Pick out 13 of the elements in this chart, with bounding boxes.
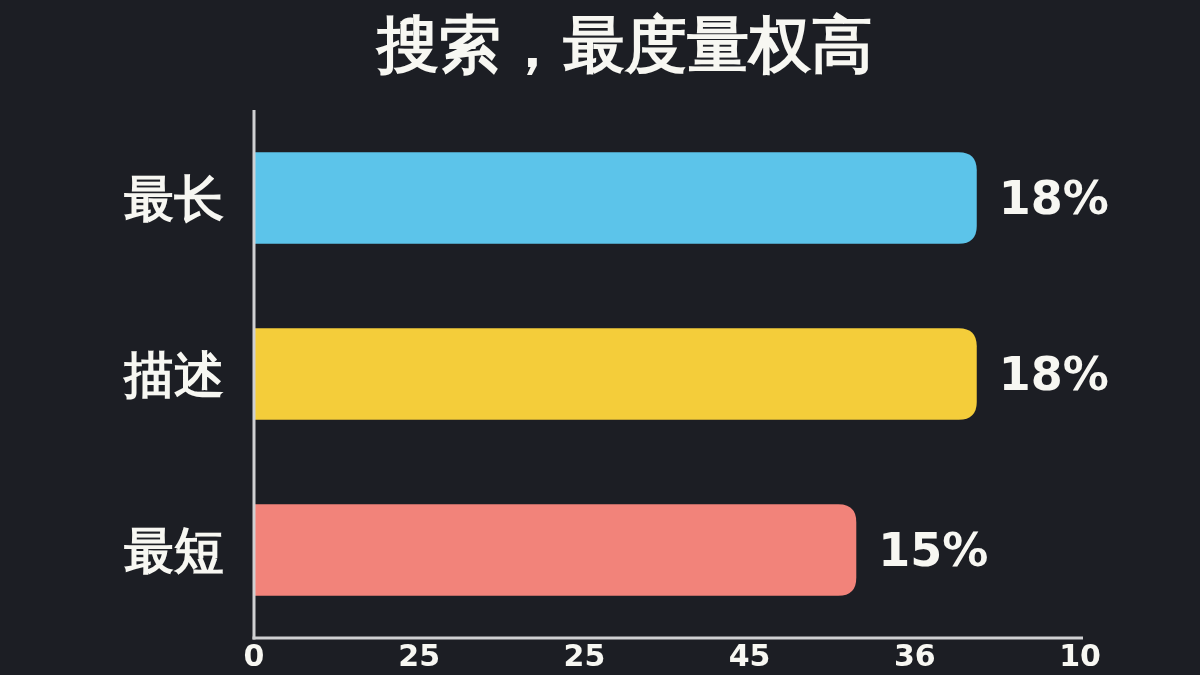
y-tick-label: 描述 [122,346,224,404]
annotation: 25 [398,638,441,673]
y-tick-label: 最短 [124,522,224,580]
annotation: 0 [243,638,265,673]
annotation: 36 [893,638,936,673]
annotation: 45 [728,638,771,673]
text: 10 [1059,638,1101,673]
chart-title: 搜索，最度量权高 [375,8,873,81]
data-label: 15% [878,523,989,577]
y-tick-label: 最长 [124,170,224,228]
annotation: 25 [563,638,606,673]
data-label: 18% [998,347,1109,401]
data-label: 18% [998,171,1109,225]
